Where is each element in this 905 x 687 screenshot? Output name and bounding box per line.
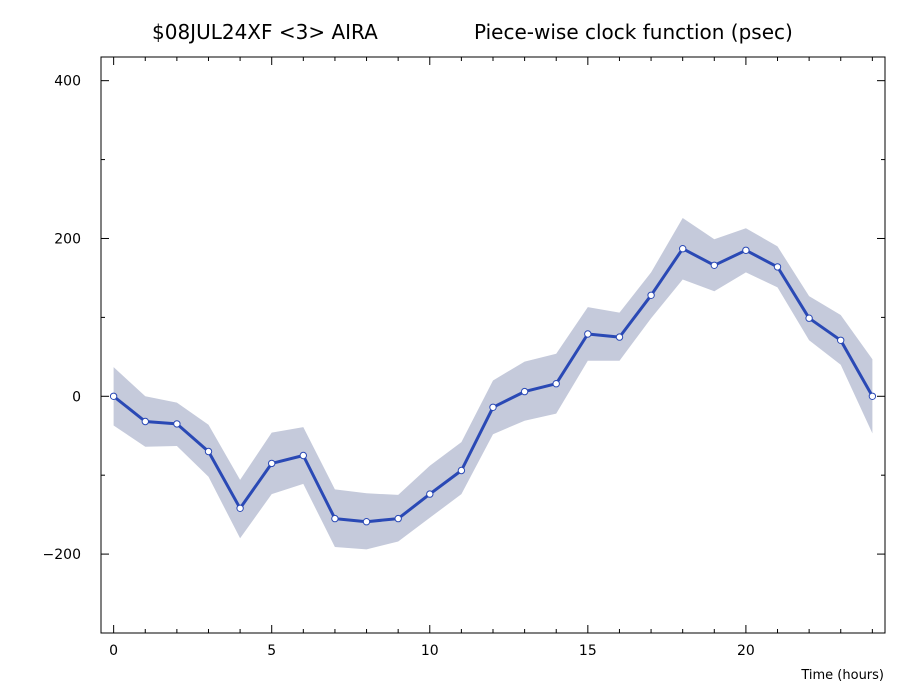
data-point — [710, 261, 718, 269]
data-point — [299, 451, 307, 460]
data-point — [394, 514, 402, 523]
data-point — [552, 380, 560, 388]
data-point — [457, 466, 466, 475]
data-point — [268, 459, 276, 468]
data-point — [426, 490, 434, 498]
data-point — [742, 246, 750, 255]
data-point — [868, 392, 877, 400]
x-tick-label: 0 — [109, 643, 118, 659]
data-point — [584, 330, 592, 338]
y-tick-label: 200 — [54, 231, 81, 247]
uncertainty-band — [113, 218, 873, 550]
x-tick-label: 5 — [267, 643, 276, 659]
x-axis-label: Time (hours) — [800, 668, 884, 683]
data-point — [615, 333, 624, 341]
y-tick-label: 400 — [54, 74, 81, 90]
data-point — [837, 336, 845, 344]
data-point — [173, 420, 181, 428]
data-point — [679, 245, 687, 253]
plot-frame — [100, 56, 886, 634]
y-tick-label: −200 — [43, 547, 81, 563]
data-point — [520, 387, 529, 396]
data-point — [109, 392, 118, 400]
x-tick-label: 20 — [737, 643, 755, 659]
data-point — [773, 263, 782, 271]
y-tick-label: 0 — [72, 389, 81, 405]
data-point — [331, 514, 339, 523]
plot-area: 0 5 10 15 20 −200 0 200 400 — [43, 56, 886, 659]
data-point — [362, 518, 371, 526]
x-tick-label: 15 — [579, 643, 597, 659]
data-point — [805, 314, 813, 322]
data-point — [489, 403, 497, 411]
data-point — [141, 417, 150, 426]
chart-title-left: $08JUL24XF <3> AIRA — [152, 20, 378, 44]
data-point — [204, 447, 213, 456]
data-point — [236, 504, 244, 512]
x-tick-label: 10 — [421, 643, 439, 659]
data-point — [647, 291, 655, 299]
chart-title-right: Piece-wise clock function (psec) — [474, 20, 793, 44]
